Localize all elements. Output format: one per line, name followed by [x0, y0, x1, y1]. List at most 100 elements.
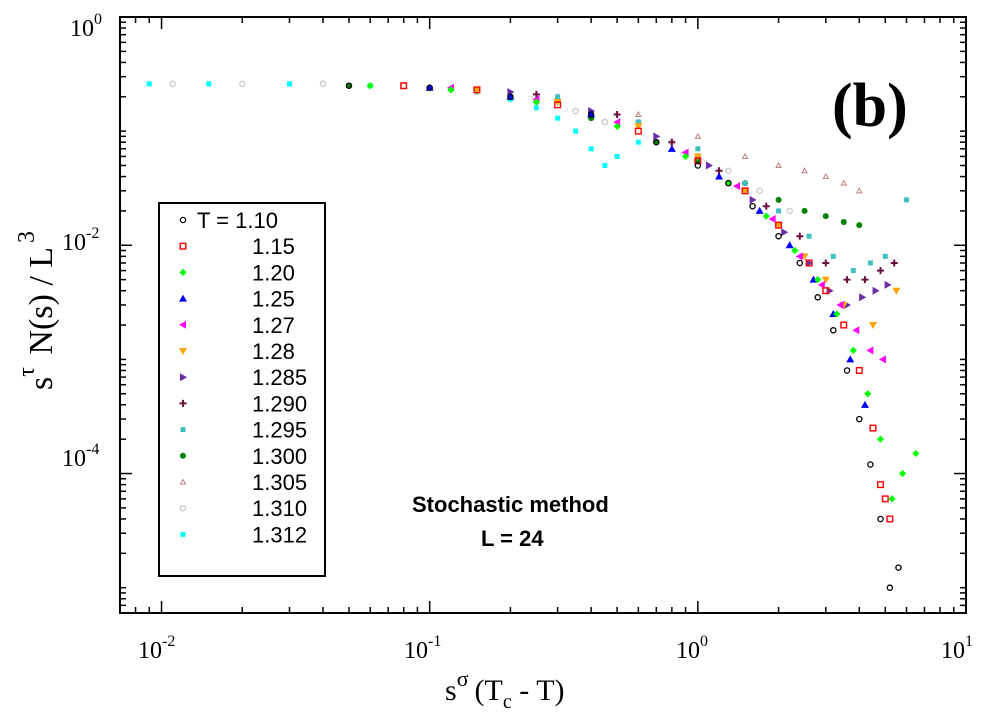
data-point	[861, 276, 869, 284]
legend-entry: 1.290	[179, 391, 307, 416]
legend-entry: 1.28	[179, 339, 295, 364]
data-point	[587, 111, 595, 118]
legend-label: 1.290	[252, 391, 307, 416]
legend-label: 1.28	[252, 339, 295, 364]
data-point	[473, 86, 481, 94]
data-point	[775, 221, 783, 229]
legend-entry: 1.25	[179, 287, 295, 312]
legend-entry: 1.310	[179, 496, 307, 521]
data-point	[846, 355, 855, 363]
data-point	[821, 276, 830, 284]
data-point	[286, 81, 292, 87]
data-point	[554, 101, 562, 109]
data-point	[741, 187, 749, 195]
data-point	[572, 107, 579, 115]
data-point	[849, 346, 857, 354]
data-point	[426, 84, 433, 91]
legend-marker	[179, 399, 187, 407]
x-tick-labels: 10-2 10-1 100 101	[138, 633, 973, 664]
legend-entry: 1.305	[179, 470, 307, 495]
legend-label: 1.312	[252, 522, 307, 547]
data-point	[877, 515, 884, 523]
data-point	[345, 82, 353, 89]
data-point	[635, 139, 641, 145]
data-point	[588, 146, 594, 152]
legend-marker	[179, 504, 187, 512]
legend-label: 1.25	[252, 287, 295, 312]
data-point	[852, 326, 860, 335]
data-point	[146, 81, 152, 87]
data-points	[146, 80, 920, 591]
data-point	[882, 253, 888, 259]
data-point	[822, 173, 830, 180]
data-point	[855, 187, 863, 194]
data-point	[856, 415, 863, 423]
data-point	[791, 246, 799, 255]
data-point	[898, 469, 907, 478]
data-point	[888, 495, 896, 503]
data-point	[694, 157, 702, 165]
data-point	[822, 259, 830, 267]
legend-box	[158, 202, 326, 577]
data-point	[573, 128, 579, 134]
legend: T = 1.101.151.201.251.271.281.2851.2901.…	[158, 202, 326, 577]
data-point	[817, 280, 825, 289]
data-point	[801, 167, 808, 174]
data-point	[886, 584, 894, 591]
data-point	[733, 182, 741, 191]
legend-label: T = 1.10	[197, 208, 278, 233]
data-point	[796, 232, 804, 240]
data-point	[319, 80, 327, 88]
legend-marker	[179, 320, 186, 329]
data-point	[884, 280, 892, 289]
data-point	[878, 355, 886, 364]
data-point	[634, 123, 643, 131]
data-point	[776, 208, 782, 214]
data-point	[877, 267, 885, 275]
data-point	[785, 241, 794, 249]
y-tick-label-1: 10-2	[62, 225, 99, 256]
legend-entry: 1.285	[180, 365, 307, 390]
legend-entry: 1.27	[179, 313, 295, 338]
data-point	[613, 110, 621, 118]
legend-entry: T = 1.10	[179, 208, 278, 233]
y-tick-label-2: 10-4	[62, 441, 99, 472]
data-point	[805, 259, 813, 267]
data-point	[705, 161, 713, 170]
data-point	[840, 179, 848, 186]
data-point	[895, 564, 902, 571]
data-point	[775, 232, 782, 240]
data-point	[867, 260, 873, 266]
legend-label: 1.310	[252, 496, 307, 521]
data-point	[830, 253, 836, 259]
data-point	[856, 222, 863, 229]
data-point	[725, 179, 732, 187]
data-point	[749, 195, 757, 204]
legend-marker	[179, 348, 187, 355]
data-point	[749, 202, 756, 210]
legend-label: 1.295	[252, 418, 307, 443]
y-tick-labels: 100 10-2 10-4	[62, 11, 102, 472]
data-point	[239, 80, 246, 88]
data-point	[867, 461, 874, 468]
data-point	[781, 228, 789, 237]
data-point	[822, 287, 830, 295]
data-point	[741, 152, 749, 159]
data-point	[742, 180, 748, 186]
x-tick-label-1: 10-1	[404, 633, 441, 664]
x-tick-label-0: 10-2	[138, 633, 175, 664]
plot-frame	[119, 16, 967, 614]
annotation-method: Stochastic method	[412, 492, 609, 517]
data-point	[892, 287, 901, 295]
data-point	[366, 82, 374, 90]
data-point	[843, 276, 851, 284]
data-point	[795, 252, 803, 261]
data-point	[814, 294, 822, 301]
data-point	[886, 515, 894, 523]
legend-entry: 1.312	[180, 522, 307, 547]
data-point	[693, 153, 702, 161]
legend-marker	[179, 216, 187, 224]
y-axis-label: sτ N(s) / L3	[14, 231, 60, 390]
data-point	[774, 222, 783, 230]
legend-marker	[179, 478, 187, 485]
